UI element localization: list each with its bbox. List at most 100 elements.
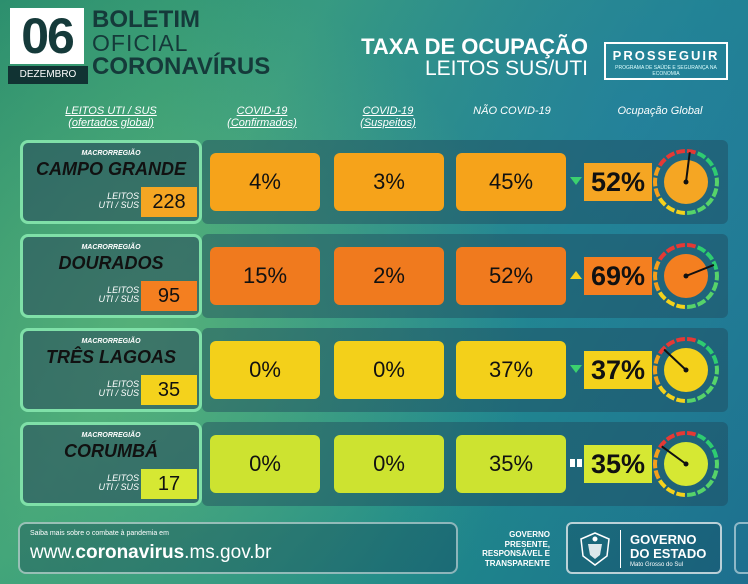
gauge-segment [653, 281, 661, 292]
footer-url-bold: coronavirus [75, 542, 185, 563]
leitos-label-line2: UTI / SUS [98, 482, 139, 492]
macro-label: MACRORREGIÃO [81, 338, 141, 345]
bulletin-title: BOLETIM OFICIAL CORONAVÍRUS [92, 8, 270, 79]
region-metrics: 0% 0% 37% 37% [202, 328, 728, 412]
gauge-segment [653, 187, 661, 198]
cell-nao-covid: 45% [456, 153, 566, 211]
gauge-segment [665, 433, 676, 442]
gauge-segment [686, 209, 697, 215]
gauge-segment [686, 149, 697, 155]
gauge-segment [658, 439, 667, 449]
gauge-segment [653, 354, 661, 365]
gov-logo-line2: DO ESTADO [630, 546, 707, 561]
macro-label: MACRORREGIÃO [81, 244, 141, 251]
gauge-segment [696, 245, 707, 254]
gauge-segment [711, 260, 719, 271]
global-occupancy-value: 69% [584, 257, 652, 295]
gauge-icon [653, 337, 719, 403]
gauge-segment [665, 486, 676, 495]
gauge-needle [661, 445, 687, 465]
crest-icon [580, 532, 610, 566]
gauge-segment [675, 397, 686, 403]
bulletin-title-line2: OFICIAL [92, 30, 189, 56]
cell-nao-covid: 37% [456, 341, 566, 399]
gauge-segment [658, 385, 667, 395]
gauge-segment [686, 243, 697, 249]
gauge-segment [696, 298, 707, 307]
gauge-segment [711, 187, 719, 198]
gauge-segment [705, 157, 714, 167]
cell-suspeitos: 0% [334, 341, 444, 399]
page-title-line1: TAXA DE OCUPAÇÃO [361, 34, 588, 59]
footer-url[interactable]: www.coronavirus.ms.gov.br [30, 542, 271, 564]
gov-logo-line3: Mato Grosso do Sul [630, 562, 684, 568]
gauge-segment [711, 469, 719, 480]
page-title: TAXA DE OCUPAÇÃO LEITOS SUS/UTI [361, 34, 588, 80]
gov-logo: GOVERNO DO ESTADO Mato Grosso do Sul [566, 522, 722, 574]
gauge-segment [686, 431, 697, 437]
gov-slogan-line4: TRANSPARENTE [484, 558, 550, 568]
gauge-segment [711, 375, 719, 386]
gov-logo-line1: GOVERNO [630, 532, 697, 547]
gauge-segment [675, 209, 686, 215]
footer-url-post: .ms.gov.br [184, 542, 272, 563]
gauge-segment [711, 166, 719, 177]
footer-saiba: Saiba mais sobre o combate à pandemia em [30, 530, 169, 537]
gauge-icon [653, 243, 719, 309]
date-badge: 06 DEZEMBRO [8, 8, 88, 84]
gauge-segment [653, 166, 661, 177]
leitos-value: 95 [141, 281, 197, 311]
gauge-segment [696, 486, 707, 495]
gov-slogan-line1: GOVERNO [509, 530, 550, 539]
triangle-up-icon [570, 271, 582, 279]
leitos-label-line1: LEITOS [107, 191, 139, 201]
page-title-line2: LEITOS SUS/UTI [425, 57, 588, 80]
macro-label: MACRORREGIÃO [81, 432, 141, 439]
gauge-segment [696, 339, 707, 348]
gov-logo-divider [620, 530, 621, 568]
gauge-needle [685, 264, 715, 277]
gov-slogan: GOVERNO PRESENTE, RESPONSÁVEL E TRANSPAR… [470, 530, 550, 568]
date-month: DEZEMBRO [8, 66, 88, 84]
gauge-segment [675, 303, 686, 309]
gauge-segment [711, 281, 719, 292]
gauge-segment [658, 157, 667, 167]
gauge-segment [686, 303, 697, 309]
gauge-segment [705, 197, 714, 207]
region-card: MACRORREGIÃO CAMPO GRANDE LEITOS UTI / SUS 2… [20, 140, 202, 224]
region-name: CORUMBÁ [64, 441, 158, 461]
column-header-suspeitos-title: COVID-19 [362, 105, 414, 117]
gauge-segment [675, 491, 686, 497]
gauge-segment [711, 354, 719, 365]
column-header-confirmados-title: COVID-19 [236, 105, 288, 117]
triangle-down-icon [570, 177, 582, 185]
prosseguir-logo-subtext: PROGRAMA DE SAÚDE E SEGURANÇA NA ECONOMI… [615, 65, 717, 77]
gov-slogan-line3: RESPONSÁVEL E [482, 549, 550, 559]
triangle-down-icon [570, 365, 582, 373]
column-header-global: Ocupação Global [617, 105, 703, 117]
column-header-leitos-title: LEITOS UTI / SUS [65, 105, 157, 117]
gauge-segment [696, 433, 707, 442]
hourglass-icon [570, 459, 582, 467]
gauge-icon [653, 149, 719, 215]
cell-suspeitos: 2% [334, 247, 444, 305]
region-card: MACRORREGIÃO TRÊS LAGOAS LEITOS UTI / SUS 35 [20, 328, 202, 412]
column-header-leitos: LEITOS UTI / SUS (ofertados global) [30, 105, 192, 129]
gauge-segment [675, 243, 686, 249]
gauge-segment [675, 337, 686, 343]
gauge-segment [696, 204, 707, 213]
region-name: CAMPO GRANDE [35, 159, 186, 179]
leitos-label-line1: LEITOS [107, 473, 139, 483]
gauge-segment [653, 260, 661, 271]
gauge-segment [665, 245, 676, 254]
gauge-hub [683, 273, 689, 279]
leitos-label: LEITOS UTI / SUS [63, 192, 139, 210]
cell-confirmados: 0% [210, 435, 320, 493]
global-occupancy-value: 52% [584, 163, 652, 201]
gauge-hub [683, 367, 689, 373]
region-metrics: 15% 2% 52% 69% [202, 234, 728, 318]
leitos-label-line1: LEITOS [107, 285, 139, 295]
gauge-segment [696, 151, 707, 160]
global-occupancy-value: 35% [584, 445, 652, 483]
gauge-segment [665, 339, 676, 348]
